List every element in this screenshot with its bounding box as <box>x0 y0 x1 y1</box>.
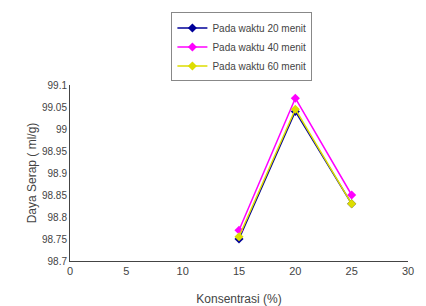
svg-text:98.75: 98.75 <box>42 234 67 245</box>
svg-text:25: 25 <box>346 265 358 277</box>
svg-text:20: 20 <box>289 265 301 277</box>
svg-text:98.85: 98.85 <box>42 190 67 201</box>
svg-text:98.7: 98.7 <box>48 256 68 267</box>
svg-text:Pada waktu 60 menit: Pada waktu 60 menit <box>212 61 306 72</box>
svg-text:30: 30 <box>402 265 414 277</box>
svg-text:99.05: 99.05 <box>42 102 67 113</box>
svg-text:99.1: 99.1 <box>48 80 68 91</box>
svg-text:15: 15 <box>233 265 245 277</box>
svg-text:Pada waktu 40 menit: Pada waktu 40 menit <box>212 42 306 53</box>
svg-text:Pada waktu 20 menit: Pada waktu 20 menit <box>212 23 306 34</box>
svg-text:99: 99 <box>56 124 68 135</box>
svg-text:5: 5 <box>123 265 129 277</box>
svg-text:98.95: 98.95 <box>42 146 67 157</box>
svg-text:Daya Serap ( ml/g): Daya Serap ( ml/g) <box>25 123 39 224</box>
svg-text:98.9: 98.9 <box>48 168 68 179</box>
svg-text:Konsentrasi (%): Konsentrasi (%) <box>196 292 281 306</box>
svg-text:98.8: 98.8 <box>48 212 68 223</box>
svg-text:10: 10 <box>177 265 189 277</box>
svg-text:0: 0 <box>67 265 73 277</box>
